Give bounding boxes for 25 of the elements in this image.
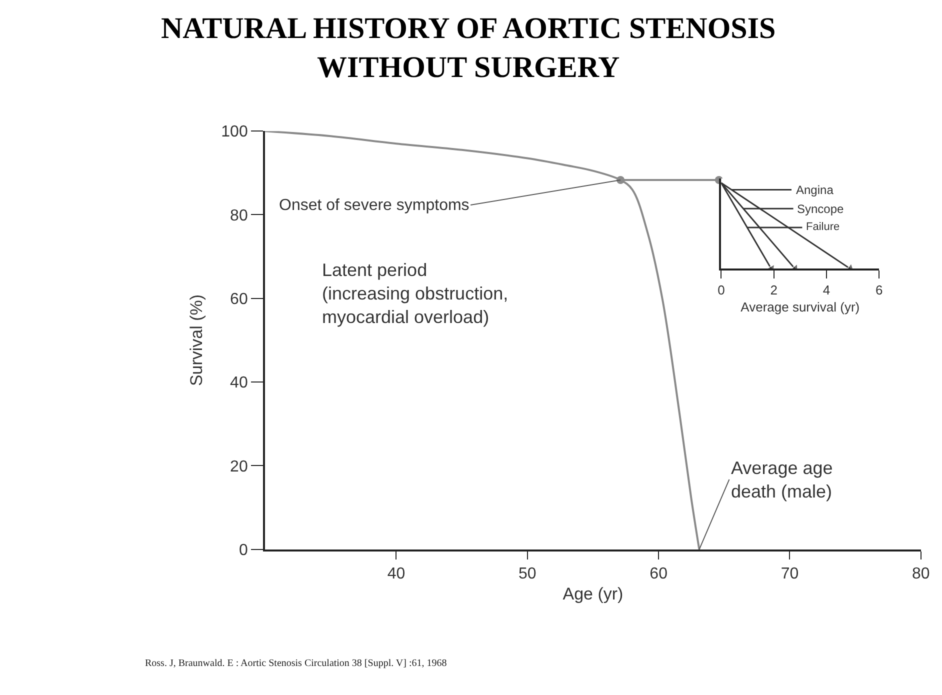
x-tick-label: 40 — [387, 566, 406, 583]
y-axis-title: Survival (%) — [187, 294, 206, 386]
x-tick-label: 50 — [518, 566, 536, 583]
x-tick-label: 80 — [912, 566, 930, 583]
x-tick-label: 60 — [650, 566, 668, 583]
y-tick-label: 20 — [230, 458, 248, 476]
x-tick-label: 70 — [780, 566, 799, 583]
legend-label: Angina — [796, 183, 834, 197]
legend-label: Syncope — [797, 202, 844, 216]
annotation: Onset of severe symptoms — [279, 197, 470, 214]
legend-label: Failure — [806, 221, 840, 233]
annotation: Latent period (increasing obstruction, myocardial overload) — [322, 260, 508, 327]
text: Ross. J, Braunwald. E : Aortic Stenosis Circulation 38 [Suppl. V] :61, 1968 — [145, 658, 447, 669]
y-tick-label: 100 — [221, 124, 248, 141]
x-tick-label: 2 — [770, 282, 778, 298]
x-axis-title: Average survival (yr) — [740, 299, 860, 314]
chart-title: NATURAL HISTORY OF AORTIC STENOSIS WITHOUT SURGERY — [161, 12, 776, 84]
x-tick-label: 0 — [718, 282, 725, 298]
x-tick-label: 4 — [822, 282, 830, 298]
x-tick-label: 6 — [876, 282, 883, 298]
y-tick-label: 80 — [230, 207, 248, 224]
x-axis-title: Age (yr) — [562, 584, 624, 604]
annotation: Average age death (male) — [731, 458, 833, 502]
y-tick-label: 40 — [230, 374, 248, 392]
y-tick-label: 0 — [238, 542, 248, 560]
